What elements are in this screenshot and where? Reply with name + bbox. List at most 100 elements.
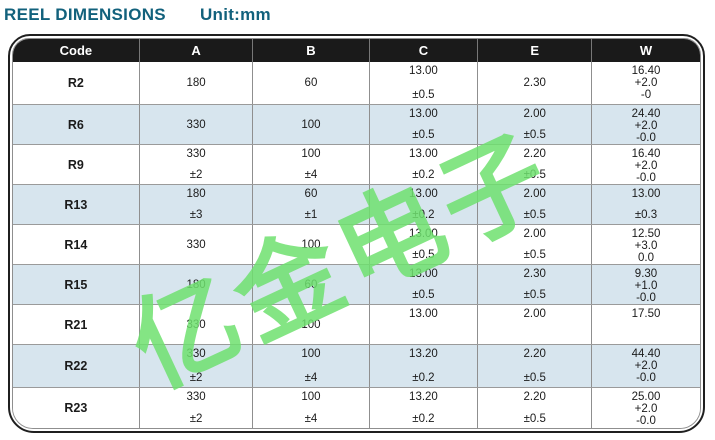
value-cell-e: 2.30 [477,62,591,104]
cell-line: 100 [301,238,321,251]
value-cell-b: 100 ±4 [252,145,368,184]
value-cell-a: 180 ±3 [138,185,253,224]
header-cell-c: C [368,39,478,62]
cell-line: ±0.5 [523,169,546,181]
cell-line: 330 [186,318,206,331]
code-cell: R14 [13,225,139,264]
code-cell: R9 [13,145,139,184]
cell-line: 13.00 [409,308,438,320]
cell-line: R13 [64,197,88,212]
cell-line: 180 [186,188,206,200]
cell-line: 60 [304,77,318,89]
value-cell-a: 330 ±2 [138,145,253,184]
header-cell-b: B [252,39,368,62]
cell-line: ±0.5 [523,413,546,425]
cell-line: 100 [301,348,321,360]
value-cell-w: 16.40 +2.0 -0.0 [591,145,700,184]
value-cell-c: 13.00 ±0.2 [368,185,478,224]
table-row-r13: R13 180 ±3 60 ±1 13.00 ±0.2 2.00 ±0.5 13.00 ±0.3 [13,184,700,224]
cell-line: -0.0 [636,415,656,427]
table-row-r15: R15 180 60 13.00 ±0.5 2.30 ±0.5 9.30 +1.0 -0.0 [13,264,700,304]
cell-line: 2.30 [523,77,546,89]
cell-line: 100 [301,391,321,403]
cell-line: ±0.5 [523,249,546,261]
cell-line: R6 [67,117,84,132]
code-cell: R22 [13,345,139,387]
header-cell-w: W [591,39,700,62]
value-cell-w: 16.40 +2.0 -0 [591,62,700,104]
cell-line: ±0.2 [412,209,435,221]
cell-line: ±1 [304,209,318,221]
cell-line: ±0.5 [523,289,546,301]
table-row-r9: R9 330 ±2 100 ±4 13.00 ±0.2 2.20 ±0.5 16.40 +2.0 -0… [13,144,700,184]
cell-line: 2.00 [523,308,546,320]
cell-line: ±0.3 [634,209,658,221]
cell-line: -0 [640,89,652,101]
value-cell-c: 13.00 ±0.2 [368,145,478,184]
cell-line: +2.0 [634,160,658,172]
cell-line: ±2 [189,169,203,181]
cell-line: 330 [186,118,206,131]
cell-line: +2.0 [634,403,658,415]
cell-line: 100 [301,148,321,160]
cell-line: 16.40 [631,148,661,160]
cell-line: -0.0 [636,372,656,384]
code-cell: R15 [13,265,139,304]
cell-line: ±0.5 [412,289,435,301]
value-cell-w: 44.40 +2.0 -0.0 [591,345,700,387]
cell-line: 180 [186,278,206,291]
cell-line: +2.0 [634,120,658,132]
value-cell-w: 13.00 ±0.3 [591,185,700,224]
value-cell-a: 330 ±2 [138,388,253,428]
cell-line: 13.00 [409,228,438,240]
header-cell-a: A [138,39,253,62]
value-cell-w: 17.50 [591,305,700,344]
cell-line: ±2 [189,372,203,384]
cell-line: 44.40 [631,348,661,360]
cell-line: 330 [186,148,206,160]
cell-line: R21 [64,317,88,332]
cell-line: R22 [64,359,88,373]
value-cell-c: 13.00 ±0.5 [368,62,478,104]
cell-line: -0.0 [636,132,656,144]
cell-line: 24.40 [631,108,661,120]
cell-line: ±3 [189,209,203,221]
table-row-r22: R22 330 ±2 100 ±4 13.20 ±0.2 2.20 ±0.5 44.40 +2.0-… [13,344,700,387]
cell-line: R9 [67,157,84,172]
cell-line: 2.00 [523,108,546,120]
cell-line: 13.00 [631,188,661,200]
value-cell-c: 13.00 ±0.5 [368,225,478,264]
value-cell-e: 2.00 ±0.5 [477,105,591,144]
value-cell-a: 180 [138,265,253,304]
value-cell-e: 2.20 ±0.5 [477,145,591,184]
cell-line: ±4 [304,169,318,181]
cell-line: ±0.2 [412,413,435,425]
cell-line: -0.0 [636,172,656,184]
cell-line: 2.30 [523,268,546,280]
value-cell-e: 2.00 ±0.5 [477,185,591,224]
value-cell-e: 2.20 ±0.5 [477,345,591,387]
cell-line: 25.00 [631,391,661,403]
cell-line: 100 [301,118,321,131]
code-cell: R13 [13,185,139,224]
value-cell-c: 13.00 ±0.5 [368,105,478,144]
value-cell-e: 2.00 ±0.5 [477,225,591,264]
cell-line: 13.00 [409,188,438,200]
cell-line: 16.40 [631,65,661,77]
cell-line: +3.0 [634,240,658,252]
cell-line: 9.30 [634,268,658,280]
cell-line: ±0.5 [412,249,435,261]
table-row-r23: R23 330 ±2 100 ±4 13.20 ±0.2 2.20 ±0.5 25.00 +2.0-… [13,387,700,428]
value-cell-w: 12.50 +3.0 0.0 [591,225,700,264]
cell-line: 180 [186,77,206,89]
table-row-r6: R6 330 100 13.00 ±0.5 2.00 ±0.5 24.40 +2.0 -0.0 [13,104,700,144]
value-cell-b: 60 [252,265,368,304]
value-cell-w: 9.30 +1.0 -0.0 [591,265,700,304]
value-cell-c: 13.00 [368,305,478,344]
cell-line: 13.20 [409,348,438,360]
cell-line: R14 [64,237,88,252]
cell-line: 2.00 [523,228,546,240]
value-cell-a: 180 [138,62,253,104]
value-cell-a: 330 [138,305,253,344]
value-cell-b: 100 [252,105,368,144]
